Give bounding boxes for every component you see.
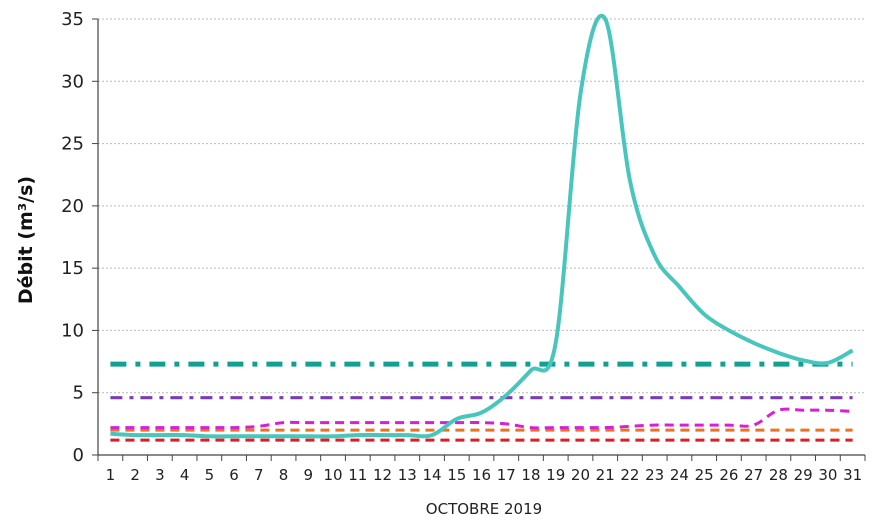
y-axis-title: Débit (m³/s)	[15, 176, 37, 304]
y-tick-label: 25	[61, 134, 84, 155]
y-tick-label: 20	[61, 196, 84, 217]
series-line-1	[110, 13, 854, 439]
series-lines	[110, 13, 854, 442]
x-tick-label: 9	[304, 466, 314, 484]
x-tick-label: 24	[670, 466, 689, 484]
x-tick-label: 13	[398, 466, 417, 484]
series-line-4	[110, 407, 853, 430]
x-tick-label: 2	[130, 466, 140, 484]
axes	[92, 18, 866, 461]
y-tick-label: 10	[61, 320, 84, 341]
x-tick-label: 6	[229, 466, 239, 484]
y-tick-label: 5	[73, 383, 84, 404]
x-tick-label: 19	[546, 466, 565, 484]
x-tick-label: 4	[180, 466, 190, 484]
x-tick-label: 22	[620, 466, 639, 484]
x-tick-label: 15	[447, 466, 466, 484]
x-axis-title: OCTOBRE 2019	[426, 500, 542, 518]
x-tick-label: 12	[373, 466, 392, 484]
x-tick-label: 27	[744, 466, 763, 484]
x-tick-label: 26	[719, 466, 738, 484]
x-tick-label: 3	[155, 466, 165, 484]
x-tick-label: 28	[769, 466, 788, 484]
x-tick-label: 23	[645, 466, 664, 484]
x-tick-label: 7	[254, 466, 264, 484]
x-tick-labels: 1 2 3 4 5 6 7 8 9 10 11 12 13 14 15 16 17 18 19 20 21 22 23 24 2…	[106, 466, 863, 484]
x-tick-label: 10	[324, 466, 343, 484]
x-tick-label: 11	[348, 466, 367, 484]
x-tick-label: 31	[843, 466, 862, 484]
y-tick-label: 30	[61, 71, 84, 92]
x-tick-label: 5	[205, 466, 215, 484]
y-tick-label: 35	[61, 9, 84, 30]
x-tick-label: 29	[794, 466, 813, 484]
x-tick-label: 18	[521, 466, 540, 484]
y-tick-label: 15	[61, 258, 84, 279]
x-tick-label: 20	[571, 466, 590, 484]
x-tick-label: 8	[279, 466, 289, 484]
x-tick-label: 17	[497, 466, 516, 484]
x-tick-label: 14	[422, 466, 441, 484]
y-tick-label: 0	[73, 445, 84, 466]
y-tick-labels: 0 5 10 15 20 25 30 35	[61, 9, 84, 466]
gridlines	[98, 18, 865, 394]
x-tick-label: 1	[106, 466, 116, 484]
x-tick-label: 25	[695, 466, 714, 484]
x-tick-label: 21	[596, 466, 615, 484]
x-tick-label: 16	[472, 466, 491, 484]
x-tick-label: 30	[818, 466, 837, 484]
